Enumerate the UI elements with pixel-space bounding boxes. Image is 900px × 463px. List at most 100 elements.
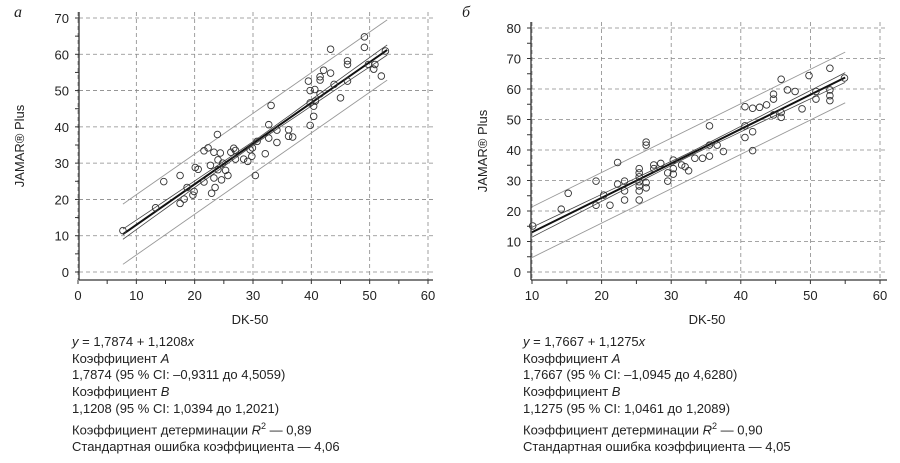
data-point [251, 171, 260, 180]
data-point [231, 146, 240, 155]
data-point [316, 73, 324, 81]
data-point [343, 77, 352, 85]
data-point [620, 196, 629, 204]
r2-sup: 2 [712, 420, 718, 431]
data-point [210, 148, 218, 157]
data-point [669, 156, 678, 164]
data-point [642, 178, 650, 187]
y-tick-label: 0 [62, 265, 69, 280]
r2-value: — 0,89 [266, 421, 312, 437]
r2-sup: 2 [261, 420, 267, 431]
eq-y: y [523, 334, 530, 349]
r2-text: Коэффициент детерминации [72, 421, 252, 437]
data-point [826, 91, 834, 100]
data-point [360, 43, 369, 52]
data-point [777, 108, 785, 117]
data-point [635, 173, 643, 181]
data-point [719, 147, 728, 156]
data-point [657, 159, 665, 168]
data-point [635, 187, 643, 195]
data-point [273, 126, 281, 134]
x-axis-label: DK-50 [232, 312, 269, 327]
data-point [635, 164, 643, 173]
data-point [190, 187, 198, 196]
data-point [620, 177, 629, 185]
eq-body: = 1,7874 + 1,1208 [78, 334, 188, 349]
confidence-band-upper [531, 72, 846, 228]
scatter-plot-a: 0 10 20 30 40 50 60 70 0 10 20 30 40 50 60 DK-50 JAMAR® … [12, 11, 435, 327]
data-point [381, 47, 390, 55]
data-point [180, 195, 188, 203]
scatter-plot-b: 0 10 20 30 40 50 60 70 80 10 20 30 40 50 60 DK-50 JAMAR®… [475, 21, 887, 327]
x-tick-label: 60 [421, 288, 435, 303]
y-tick-label: 40 [55, 120, 69, 135]
coef-a-symbol: A [160, 350, 170, 366]
x-tick-label: 40 [304, 288, 318, 303]
coef-a-label: Коэффициент A [523, 351, 791, 368]
data-point [599, 191, 608, 199]
data-point [221, 166, 230, 175]
data-point [211, 183, 219, 192]
data-point [343, 57, 352, 65]
data-point [606, 201, 614, 209]
data-point [705, 152, 714, 160]
data-point [311, 97, 320, 105]
regression-line [122, 49, 388, 236]
data-point [326, 45, 335, 53]
coef-b-text: Коэффициент [72, 384, 161, 400]
y-tick-label: 70 [507, 52, 521, 67]
prediction-band-lower [531, 102, 846, 258]
data-point [777, 113, 785, 122]
data-point [748, 104, 757, 112]
data-point [231, 155, 240, 163]
y-tick-label: 30 [55, 156, 69, 171]
stats-block-b: y = 1,7667 + 1,1275x Коэффициент A 1,766… [523, 334, 791, 455]
coef-b-symbol: B [160, 384, 170, 400]
y-tick-label: 10 [507, 235, 521, 250]
confidence-band-lower [531, 82, 846, 238]
data-point [642, 141, 650, 149]
data-point [176, 171, 184, 180]
data-point [343, 60, 352, 69]
data-point [360, 33, 369, 41]
data-point [755, 103, 764, 112]
data-point [826, 64, 834, 73]
regression-equation: y = 1,7874 + 1,1208x [72, 334, 340, 351]
data-point [224, 171, 232, 180]
data-point [741, 102, 749, 111]
y-tick-label: 60 [507, 82, 521, 97]
data-point [243, 157, 252, 166]
data-point [159, 177, 168, 186]
y-tick-label: 20 [55, 192, 69, 207]
data-point [635, 182, 643, 190]
data-point [684, 166, 693, 175]
data-point [748, 146, 757, 155]
eq-x: x [638, 334, 646, 349]
data-point [812, 95, 820, 103]
data-point [306, 86, 314, 95]
data-point [183, 183, 191, 192]
regression-equation: y = 1,7667 + 1,1275x [523, 334, 791, 351]
x-tick-label: 10 [129, 288, 143, 303]
y-axis-label: JAMAR® Plus [12, 104, 27, 187]
confidence-band-upper [122, 44, 388, 230]
data-point [805, 71, 813, 80]
data-point [769, 95, 778, 103]
y-tick-label: 50 [507, 113, 521, 128]
data-point [216, 149, 225, 157]
panel-label-b: б [462, 4, 471, 21]
data-point [119, 226, 127, 235]
data-point [592, 201, 600, 209]
data-point [306, 121, 314, 130]
coef-a-label: Коэффициент A [72, 351, 340, 368]
data-point [705, 122, 714, 130]
data-point [204, 144, 212, 152]
r2-symbol: R [251, 421, 262, 437]
data-point [669, 164, 678, 173]
y-tick-label: 30 [507, 174, 521, 189]
y-tick-label: 10 [55, 229, 69, 244]
data-point [698, 154, 707, 162]
coef-a-value: 1,7874 (95 % CI: –0,9311 до 4,5059) [72, 367, 286, 383]
y-tick-label: 70 [55, 11, 69, 26]
x-tick-label: 20 [187, 288, 201, 303]
